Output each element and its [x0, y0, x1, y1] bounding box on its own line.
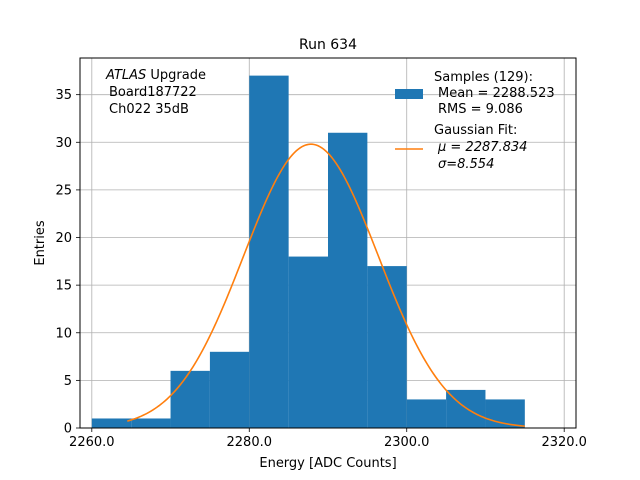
legend-fit-title: Gaussian Fit: [434, 123, 517, 138]
y-tick-label: 15 [55, 279, 72, 294]
gaussian-fit-curve [127, 143, 525, 427]
y-tick-label: 35 [55, 88, 72, 103]
y-tick-label: 25 [55, 183, 72, 198]
legend-samples-swatch [395, 89, 423, 99]
x-axis-label: Energy [ADC Counts] [259, 456, 396, 471]
histogram-bar [288, 256, 328, 428]
histogram-bar [209, 351, 250, 428]
legend-fit-sigma: σ=8.554 [438, 157, 494, 172]
histogram-bar [170, 370, 210, 428]
y-tick-label: 10 [55, 326, 72, 341]
plot-frame [79, 57, 577, 429]
y-tick-label: 30 [55, 136, 72, 151]
y-tick-label: 5 [64, 374, 72, 389]
histogram-bar [91, 418, 132, 428]
y-tick-label: 0 [64, 422, 72, 437]
histogram-bar [328, 132, 368, 428]
x-axis-ticks: 2260.0 2280.0 2300.0 2320.0 [69, 428, 587, 450]
annotation-line-2: Board187722 [109, 85, 197, 100]
y-tick-label: 20 [55, 231, 72, 246]
histogram-bar [131, 418, 171, 428]
histogram-bar [367, 266, 407, 428]
legend-samples-mean: Mean = 2288.523 [438, 86, 555, 101]
annotation-line-1: ATLAS Upgrade [105, 68, 206, 83]
annotation-box: ATLAS Upgrade Board187722 Ch022 35dB [105, 68, 206, 117]
histogram-bar [249, 75, 289, 428]
x-tick-label: 2320.0 [541, 435, 587, 450]
gaussian-fit-layer [127, 143, 525, 427]
legend-fit-mu: μ = 2287.834 [437, 140, 527, 155]
y-axis-ticks: 0 5 10 15 20 25 30 35 [55, 88, 80, 437]
legend: Samples (129): Mean = 2288.523 RMS = 9.0… [395, 70, 555, 172]
annotation-line-3: Ch022 35dB [109, 102, 189, 117]
x-tick-label: 2300.0 [384, 435, 430, 450]
histogram-bar [406, 399, 447, 428]
x-tick-label: 2280.0 [227, 435, 273, 450]
y-axis-label: Entries [33, 220, 48, 266]
annotation-upgrade: Upgrade [146, 68, 206, 83]
chart-title: Run 634 [299, 37, 357, 53]
legend-samples-rms: RMS = 9.086 [438, 102, 523, 117]
x-tick-label: 2260.0 [69, 435, 115, 450]
legend-samples-title: Samples (129): [434, 70, 533, 85]
annotation-atlas: ATLAS [105, 68, 146, 83]
